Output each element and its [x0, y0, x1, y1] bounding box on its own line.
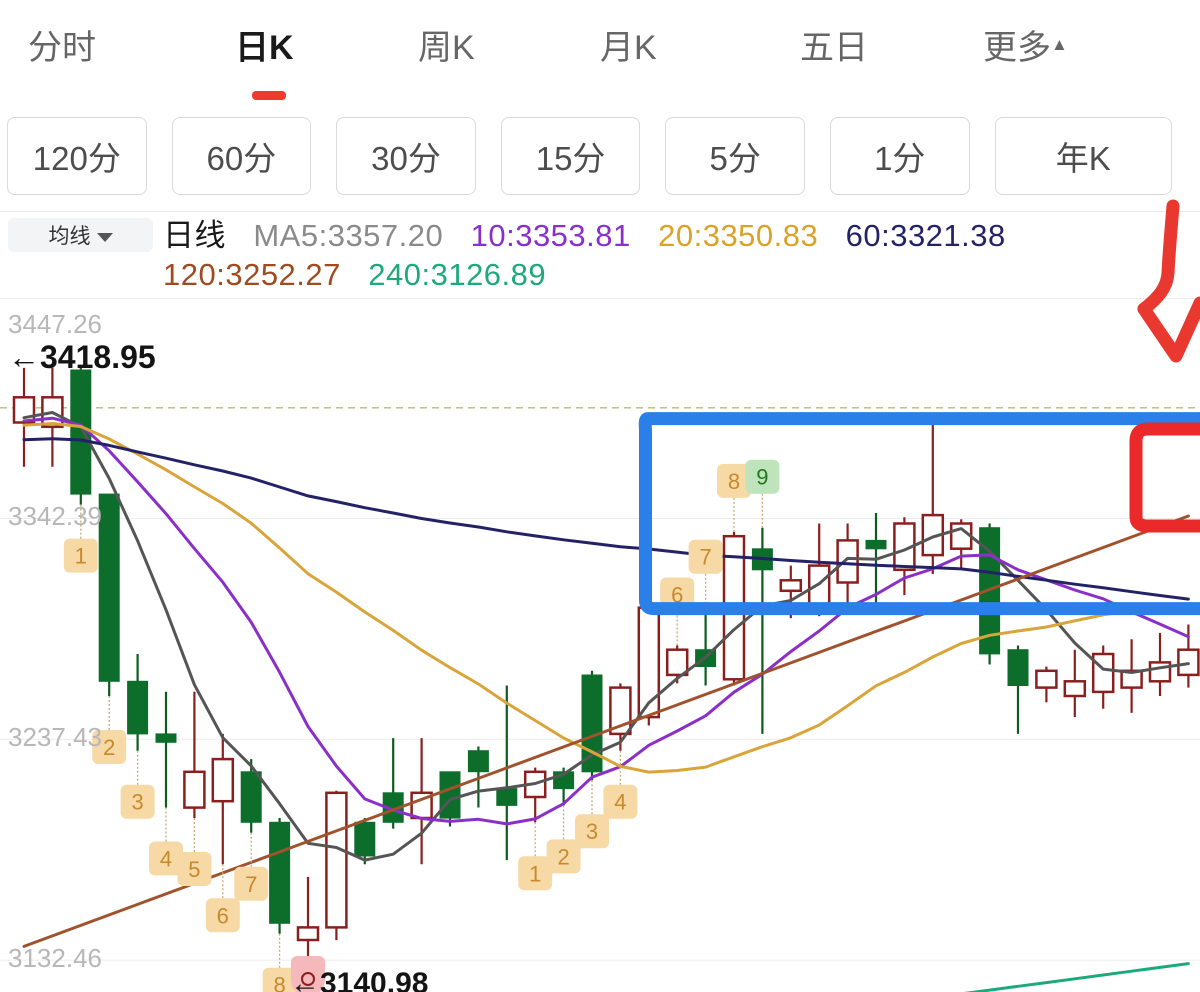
svg-text:1: 1	[75, 544, 87, 569]
svg-text:8: 8	[273, 973, 285, 992]
svg-text:4: 4	[160, 847, 172, 872]
svg-text:5: 5	[188, 857, 200, 882]
svg-text:1: 1	[529, 861, 541, 886]
svg-text:3: 3	[131, 790, 143, 815]
svg-text:3: 3	[586, 819, 598, 844]
svg-text:6: 6	[671, 583, 683, 608]
svg-text:2: 2	[103, 735, 115, 760]
svg-text:9: 9	[756, 465, 768, 490]
svg-text:7: 7	[699, 545, 711, 570]
svg-text:6: 6	[217, 903, 229, 928]
svg-text:4: 4	[614, 790, 626, 815]
svg-text:2: 2	[557, 844, 569, 869]
svg-text:7: 7	[245, 872, 257, 897]
svg-text:8: 8	[728, 469, 740, 494]
